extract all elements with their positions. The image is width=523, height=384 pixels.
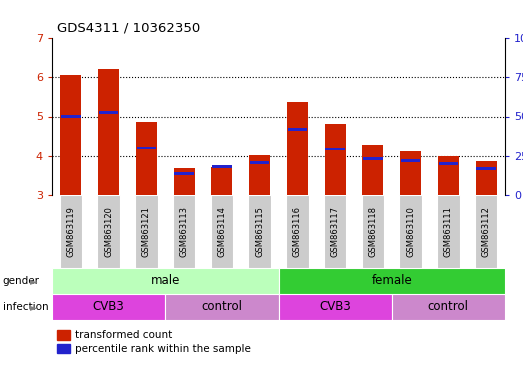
Text: control: control (428, 301, 469, 313)
Bar (438, 156, 459, 195)
Bar (401, 159, 420, 162)
Text: GSM863110: GSM863110 (406, 206, 415, 257)
Bar (248, 195, 271, 268)
Bar (173, 195, 195, 268)
Bar (279, 268, 505, 294)
Text: control: control (201, 301, 242, 313)
Bar (287, 102, 308, 195)
Text: GSM863117: GSM863117 (331, 206, 339, 257)
Text: GSM863114: GSM863114 (218, 206, 226, 257)
Bar (165, 294, 279, 320)
Bar (288, 128, 307, 131)
Bar (249, 155, 270, 195)
Bar (400, 195, 422, 268)
Text: GDS4311 / 10362350: GDS4311 / 10362350 (57, 21, 200, 34)
Bar (98, 69, 119, 195)
Text: GSM863111: GSM863111 (444, 206, 453, 257)
Bar (135, 195, 157, 268)
Bar (137, 147, 156, 149)
Text: ►: ► (30, 302, 38, 312)
Bar (476, 161, 496, 195)
Text: GSM863118: GSM863118 (368, 206, 378, 257)
Text: male: male (151, 275, 180, 288)
Text: GSM863112: GSM863112 (482, 206, 491, 257)
Text: GSM863115: GSM863115 (255, 206, 264, 257)
Bar (174, 167, 195, 195)
Bar (61, 74, 81, 195)
Text: GSM863119: GSM863119 (66, 206, 75, 257)
Bar (212, 165, 232, 168)
Bar (325, 148, 345, 151)
Bar (250, 161, 269, 164)
Text: gender: gender (3, 276, 40, 286)
Bar (362, 195, 384, 268)
Bar (61, 115, 81, 118)
Bar (211, 195, 233, 268)
Legend: transformed count, percentile rank within the sample: transformed count, percentile rank withi… (57, 330, 251, 354)
Text: female: female (371, 275, 412, 288)
Text: CVB3: CVB3 (319, 301, 351, 313)
Bar (52, 294, 165, 320)
Bar (211, 167, 232, 195)
Bar (325, 124, 346, 195)
Bar (392, 294, 505, 320)
Bar (60, 195, 82, 268)
Text: CVB3: CVB3 (93, 301, 124, 313)
Bar (362, 145, 383, 195)
Bar (438, 162, 458, 165)
Bar (279, 294, 392, 320)
Bar (99, 111, 119, 114)
Bar (174, 172, 194, 175)
Bar (475, 195, 497, 268)
Bar (97, 195, 120, 268)
Bar (324, 195, 346, 268)
Bar (286, 195, 309, 268)
Text: GSM863121: GSM863121 (142, 206, 151, 257)
Bar (476, 167, 496, 170)
Text: infection: infection (3, 302, 48, 312)
Text: GSM863116: GSM863116 (293, 206, 302, 257)
Bar (400, 151, 421, 195)
Bar (52, 268, 279, 294)
Text: GSM863113: GSM863113 (179, 206, 189, 257)
Bar (363, 157, 383, 160)
Bar (136, 122, 157, 195)
Bar (437, 195, 460, 268)
Text: ►: ► (30, 276, 38, 286)
Text: GSM863120: GSM863120 (104, 206, 113, 257)
